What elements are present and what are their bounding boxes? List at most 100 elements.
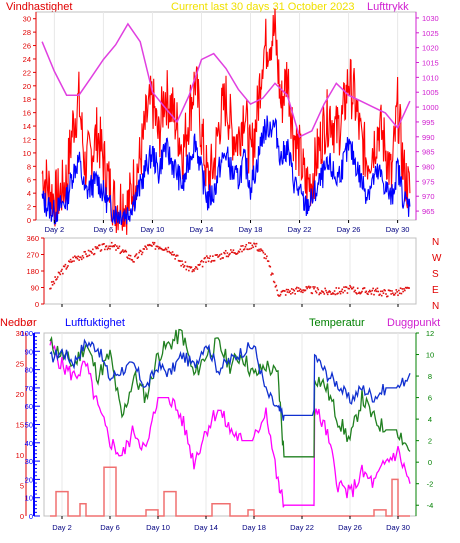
direction-point [356,287,359,290]
direction-point [213,259,216,262]
wind-speed-tick-label: 22 [23,68,31,77]
direction-point [80,258,83,261]
humidity-tick-label: 100 [20,329,33,338]
direction-point [84,250,86,253]
humidity-tick-label: 40 [25,439,33,448]
direction-point [394,292,397,295]
direction-point [230,249,232,251]
direction-point [359,292,362,295]
direction-point [102,243,104,245]
humidity-label: Luftfuktighet [65,317,125,329]
direction-point [232,249,235,251]
temperature-tick-label: 6 [428,394,432,403]
direction-point [345,286,348,289]
direction-point [121,250,123,253]
direction-point [267,260,270,263]
direction-point [241,250,243,253]
direction-point [53,282,56,285]
day-tick-label: Day 22 [290,523,314,532]
direction-point [402,290,404,293]
direction-point [125,250,128,253]
direction-point [246,248,248,251]
direction-point [161,248,164,251]
direction-point [278,295,280,297]
direction-point [222,257,224,259]
direction-point [357,292,360,294]
direction-point [90,250,92,253]
direction-point [300,290,302,293]
pressure-tick-label: 985 [422,148,435,157]
direction-point [56,278,58,280]
direction-point [272,280,275,283]
direction-point [320,290,323,292]
direction-point [217,256,219,258]
direction-point [104,248,106,251]
precip-tick-label: 5 [20,482,24,491]
direction-point [375,290,378,293]
direction-point [203,257,206,260]
direction-point [363,287,366,289]
direction-point [404,286,407,289]
direction-point [65,268,68,270]
direction-point [67,265,69,267]
direction-point [332,292,335,295]
wind-speed-tick-label: 24 [23,55,31,64]
direction-point [324,287,326,290]
precip-tick-label: 25 [16,360,24,369]
direction-point [280,291,283,293]
direction-point [398,289,400,292]
direction-point [112,245,115,247]
direction-point [382,292,385,294]
wind-speed-tick-label: 18 [23,95,31,104]
direction-point [368,289,371,292]
direction-point [207,260,210,263]
humidity-tick-label: 0 [29,512,33,521]
day-tick-label: Day 14 [194,523,218,532]
direction-point [399,287,402,289]
direction-point [291,291,294,294]
temperature-tick-label: -2 [427,480,434,489]
direction-point [140,250,142,253]
direction-point [56,276,59,278]
direction-point [371,289,374,292]
compass-label: W [432,253,442,264]
direction-point [278,295,281,297]
direction-point [225,255,228,258]
direction-point [386,295,389,298]
direction-point [256,249,259,251]
direction-tick-label: 90 [31,284,39,293]
direction-point [92,253,95,256]
direction-point [344,289,346,292]
pressure-series-line [41,22,411,138]
direction-point [286,291,289,293]
direction-point [319,292,321,294]
direction-point [236,253,238,255]
direction-point [301,289,303,292]
direction-point [63,265,66,268]
direction-point [257,250,260,252]
direction-point [105,245,108,247]
direction-point [79,256,81,259]
chart-subtitle: Current last 30 days 31 October 2023 [171,1,354,13]
direction-point [333,290,336,292]
direction-point [99,250,102,252]
wind-speed-tick-label: 4 [27,189,31,198]
direction-point [329,291,332,293]
direction-point [91,252,93,254]
direction-point [126,256,128,259]
direction-point [240,245,242,247]
direction-axis: 0 90 180 270 360 [26,234,45,309]
wind-speed-tick-label: 14 [23,122,31,131]
direction-point [344,286,347,288]
pressure-tick-label: 1010 [422,73,439,82]
direction-point [338,287,340,289]
direction-point [113,245,116,248]
direction-point [325,289,327,292]
direction-point [120,251,122,254]
direction-point [190,266,193,268]
direction-point [342,291,344,294]
direction-point [248,242,250,244]
